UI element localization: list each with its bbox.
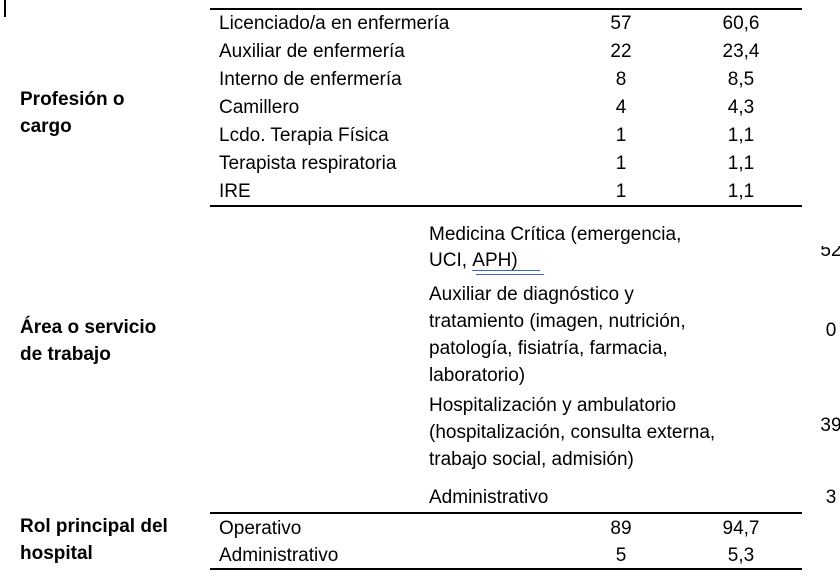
category-cell: Auxiliar de enfermería (219, 41, 405, 62)
table-row: Interno de enfermería 8 8,5 (210, 66, 802, 94)
table-row: Operativo 89 94,7 (210, 515, 802, 542)
n-cell: 3 (825, 487, 837, 508)
category-cell: Administrativo (219, 545, 339, 566)
pct-cell: 1,1 (727, 181, 755, 202)
category-cell-line: Medicina Crítica (emergencia, (429, 224, 682, 244)
table-row: Camillero 4 4,3 (210, 94, 802, 122)
table-row: Terapista respiratoria 1 1,1 (210, 150, 802, 178)
table-rule-top (210, 8, 802, 10)
category-cell: Licenciado/a en enfermería (219, 13, 450, 34)
category-text: UCI, (429, 250, 473, 271)
grammar-underlined-text: APH) (472, 250, 518, 271)
category-cell: Terapista respiratoria (219, 153, 397, 174)
n-cell: 89 (610, 518, 632, 539)
table-row: IRE 1 1,1 (210, 178, 802, 206)
pct-cell: 94,7 (722, 518, 760, 539)
category-cell-line: UCI, APH) (429, 248, 789, 274)
table-rule-after-area (210, 512, 802, 514)
n-cell: 39 (820, 415, 840, 436)
section-profesion: Licenciado/a en enfermería 57 60,6 Auxil… (210, 10, 802, 206)
pct-cell: 5,3 (727, 545, 755, 566)
n-cell: 5 (615, 545, 627, 566)
pct-cell: 8,5 (727, 69, 755, 90)
table-row: Administrativo 5 5,3 (210, 542, 802, 569)
table-rule-bottom (210, 568, 802, 570)
pct-cell: 4,3 (727, 97, 755, 118)
n-cell: 1 (615, 181, 627, 202)
pct-cell: 23,4 (722, 41, 760, 62)
row-group-label-profesion: Profesión o cargo (20, 89, 125, 137)
pct-cell: 60,6 (722, 13, 760, 34)
category-cell: Auxiliar de diagnóstico y tratamiento (i… (429, 284, 686, 386)
row-group-label-rol: Rol principal del hospital (20, 516, 168, 564)
n-cell: 4 (615, 97, 627, 118)
category-cell: Operativo (219, 518, 302, 539)
table-row: Lcdo. Terapia Física 1 1,1 (210, 122, 802, 150)
n-cell: 52 (820, 246, 840, 261)
section-rol: Operativo 89 94,7 Administrativo 5 5,3 (210, 515, 802, 569)
n-cell: 22 (610, 41, 632, 62)
category-cell: Hospitalización y ambulatorio (hospitali… (429, 395, 716, 470)
row-group-label-area: Área o servicio de trabajo (20, 317, 157, 365)
pct-cell: 1,1 (727, 153, 755, 174)
text-cursor-artifact (4, 0, 6, 17)
table-row: Auxiliar de enfermería 22 23,4 (210, 38, 802, 66)
table-rule-after-profesion (210, 205, 802, 207)
category-cell: Lcdo. Terapia Física (219, 125, 389, 146)
n-cell: 0 (825, 320, 837, 341)
category-cell: Administrativo (429, 487, 549, 508)
n-cell: 1 (615, 125, 627, 146)
pct-cell: 1,1 (727, 125, 755, 146)
n-cell: 8 (615, 69, 627, 90)
category-cell: IRE (219, 181, 251, 202)
category-cell: Camillero (219, 97, 300, 118)
n-cell: 57 (610, 13, 632, 34)
category-cell: Interno de enfermería (219, 69, 402, 90)
table-row: Licenciado/a en enfermería 57 60,6 (210, 10, 802, 38)
n-cell: 1 (615, 153, 627, 174)
